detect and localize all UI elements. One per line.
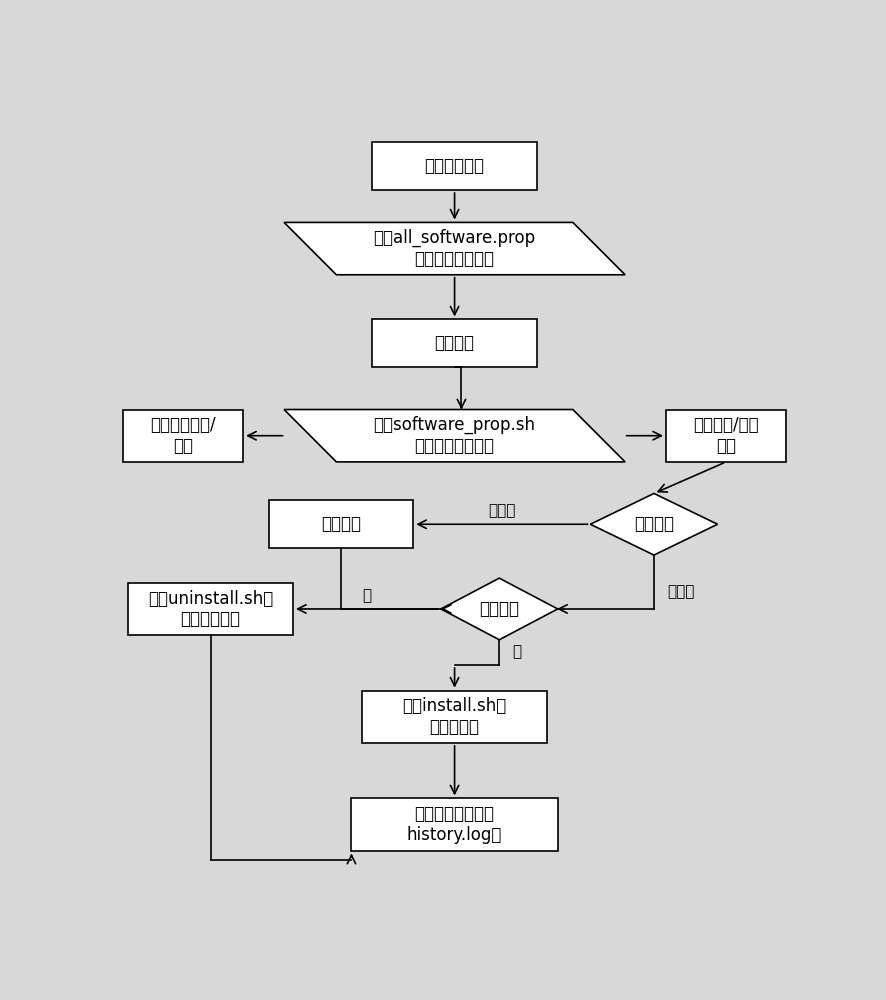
Text: 集群选择: 集群选择 <box>321 515 361 533</box>
Text: 分布式: 分布式 <box>487 503 515 518</box>
Text: 共享式: 共享式 <box>667 585 695 600</box>
FancyBboxPatch shape <box>665 410 785 462</box>
FancyBboxPatch shape <box>361 691 547 743</box>
Text: 读取all_software.prop
获取所有软件信息: 读取all_software.prop 获取所有软件信息 <box>373 229 535 268</box>
Text: 是: 是 <box>511 644 520 659</box>
Text: 集群软件管理: 集群软件管理 <box>424 157 484 175</box>
Text: 软件安装/修改
安装: 软件安装/修改 安装 <box>693 416 758 455</box>
Polygon shape <box>440 578 557 640</box>
Text: 软件信息查看/
编辑: 软件信息查看/ 编辑 <box>150 416 215 455</box>
Text: 读取software_prop.sh
获取软件详细信息: 读取software_prop.sh 获取软件详细信息 <box>373 416 535 455</box>
FancyBboxPatch shape <box>372 319 537 367</box>
FancyBboxPatch shape <box>268 500 413 548</box>
FancyBboxPatch shape <box>123 410 243 462</box>
FancyBboxPatch shape <box>351 798 557 851</box>
FancyBboxPatch shape <box>128 583 292 635</box>
Text: 首次安装: 首次安装 <box>478 600 518 618</box>
Text: 否: 否 <box>362 588 371 603</box>
FancyBboxPatch shape <box>372 142 537 190</box>
Polygon shape <box>284 222 625 275</box>
Polygon shape <box>284 410 625 462</box>
Polygon shape <box>590 493 717 555</box>
Text: 安装方式: 安装方式 <box>633 515 673 533</box>
Text: 执行uninstall.sh卸
载原安装文件: 执行uninstall.sh卸 载原安装文件 <box>148 590 273 628</box>
Text: 执行install.sh完
成软件安装: 执行install.sh完 成软件安装 <box>402 697 506 736</box>
Text: 软件展示: 软件展示 <box>434 334 474 352</box>
Text: 将操作信息记录到
history.log中: 将操作信息记录到 history.log中 <box>407 805 501 844</box>
